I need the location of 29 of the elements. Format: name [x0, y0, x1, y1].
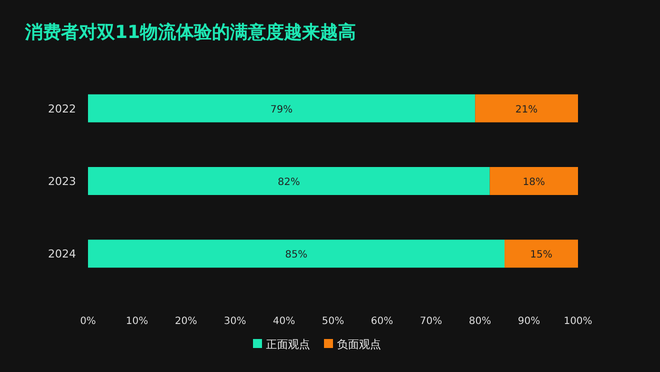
- bar: [88, 167, 490, 195]
- chart-title: 消费者对双11物流体验的满意度越来越高: [24, 22, 356, 43]
- bar: [490, 167, 578, 195]
- data-label: 85%: [285, 250, 308, 261]
- data-label: 18%: [522, 177, 546, 188]
- bar: [504, 240, 578, 268]
- x-tick-label: 80%: [468, 316, 492, 327]
- legend-label: 负面观点: [337, 338, 381, 351]
- x-tick-label: 40%: [272, 316, 296, 327]
- x-tick-label: 60%: [370, 316, 394, 327]
- data-label: 82%: [278, 177, 300, 188]
- x-tick-label: 30%: [224, 316, 246, 327]
- x-tick-label: 50%: [322, 316, 344, 327]
- x-tick-label: 20%: [174, 316, 198, 327]
- y-tick-label: 2023: [48, 175, 76, 188]
- bar: [88, 240, 504, 268]
- bar: [88, 94, 476, 122]
- y-tick-label: 2022: [48, 102, 76, 116]
- x-tick-label: 90%: [518, 316, 540, 327]
- legend-label: 正面观点: [266, 338, 310, 351]
- x-tick-label: 70%: [420, 316, 442, 327]
- y-tick-label: 2024: [48, 248, 76, 261]
- data-label: 79%: [270, 104, 293, 116]
- x-tick-label: 100%: [564, 316, 592, 327]
- data-label: 21%: [515, 104, 538, 116]
- data-label: 15%: [530, 250, 552, 261]
- x-tick-label: 0%: [80, 316, 96, 327]
- bar: [475, 94, 578, 122]
- x-tick-label: 10%: [126, 316, 148, 327]
